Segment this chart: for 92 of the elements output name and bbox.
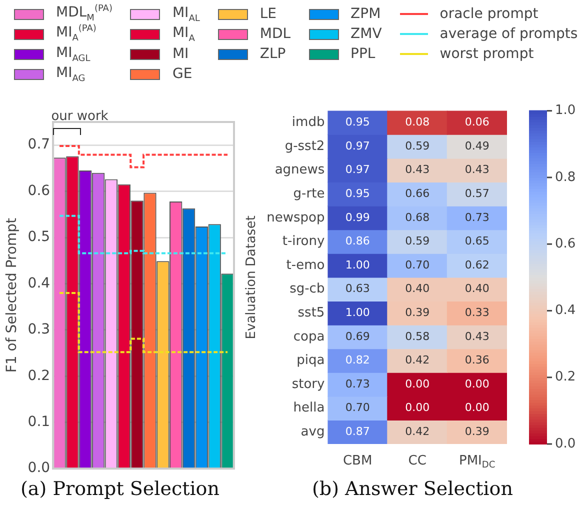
data-label: 0.43 [405,163,430,176]
y-tick-label: 0.1 [28,414,50,430]
data-label: 0.42 [405,424,430,438]
text: (a) Prompt Selection [20,478,220,500]
data-label: 0.70 [405,258,430,272]
legend-label: oracle prompt [440,6,538,22]
y-tick-label: avg [300,424,325,440]
color-bar-label: 0.4 [555,303,576,318]
y-tick-label: 0.5 [28,229,50,246]
legend-label: average of prompts [440,26,578,42]
data-label: 0.39 [405,306,430,319]
data-label: 0.49 [464,139,490,152]
data-label: 0.70 [345,401,370,414]
y-tick-label: 0.4 [28,275,50,292]
data-label: 0.63 [345,282,370,296]
legend-label: ZPM [350,6,381,22]
data-label: 0.73 [345,377,370,390]
x-tick-label: CC [408,453,426,468]
color-bar-label: 0.8 [555,170,576,185]
legend-label: MI$_{AG}$ [56,64,86,84]
y-axis-title: F1 of Selected Prompt [4,217,20,373]
color-bar-label: 0.2 [555,370,576,385]
data-label: 0.00 [405,401,430,414]
y-tick-label: newspop [266,210,325,226]
y-tick-label: t-emo [286,258,325,273]
data-label: 0.82 [345,354,370,367]
legend-label: LE [260,6,277,22]
annotation: our work [51,109,108,124]
color-bar-label: 0.0 [555,436,576,452]
x-tick-label: CBM [342,453,372,468]
data-label: 0.69 [345,330,370,343]
data-label: 0.59 [405,139,430,152]
data-label: 0.43 [464,330,490,343]
legend-label: MDL [260,26,291,42]
data-label: 0.86 [345,234,370,248]
data-label: 0.62 [464,258,490,272]
data-label: 0.73 [464,210,490,224]
y-tick-label: g-sst2 [284,138,325,154]
data-label: 0.97 [345,139,370,152]
data-label: 0.87 [345,424,370,438]
data-label: 0.68 [405,210,430,224]
data-label: 0.58 [405,330,430,343]
data-label: 1.00 [345,306,370,319]
legend-label: PPL [350,46,376,62]
y-tick-label: hella [293,400,325,416]
data-label: 0.42 [405,354,430,367]
color-bar-label: 0.6 [555,236,576,252]
y-tick-label: copa [293,329,325,344]
data-label: 0.40 [464,282,490,296]
data-label: 0.95 [345,116,370,129]
y-tick-label: t-irony [282,234,325,250]
data-label: 1.00 [345,258,370,272]
data-label: 0.57 [464,186,490,200]
data-label: 0.36 [464,354,490,367]
legend-label: GE [172,66,192,82]
data-label: 0.39 [464,424,490,438]
y-tick-label: story [292,376,325,392]
legend-label: MI [172,46,189,62]
y-tick-label: piqa [296,353,325,368]
data-label: 0.43 [464,163,490,176]
y-tick-label: g-rte [293,186,325,202]
y-axis-title: Evaluation Dataset [244,216,260,340]
data-label: 0.00 [405,377,430,390]
legend-label: worst prompt [440,46,534,62]
data-label: 0.00 [464,377,490,390]
data-label: 0.08 [405,116,430,129]
color-bar-label: 1.0 [555,103,576,118]
data-label: 0.40 [405,282,430,296]
legend-label: MI$_{AL}$ [172,4,200,24]
y-tick-label: 0.0 [28,460,50,476]
y-tick-label: sst5 [298,305,325,320]
data-label: 0.95 [345,186,370,200]
legend-label: MI$_{AGL}$ [56,44,90,64]
data-label: 0.59 [405,234,430,248]
data-label: 0.65 [464,234,490,248]
data-label: 0.99 [345,210,370,224]
data-label: 0.97 [345,163,370,176]
y-tick-label: 0.2 [28,368,50,384]
data-label: 0.06 [464,116,490,129]
y-tick-label: agnews [274,162,325,178]
legend-label: ZLP [260,46,286,62]
data-label: 0.00 [464,401,490,414]
text: (b) Answer Selection [311,478,514,500]
data-label: 0.33 [464,306,490,319]
y-tick-label: sg-cb [290,282,325,297]
data-label: 0.66 [405,186,430,200]
y-tick-label: 0.6 [28,182,50,199]
y-tick-label: 0.3 [28,322,50,338]
legend-label: MI$_{A}$ [172,24,195,44]
y-tick-label: 0.7 [28,136,50,153]
y-tick-label: imdb [292,115,325,130]
legend-label: ZMV [350,26,382,42]
